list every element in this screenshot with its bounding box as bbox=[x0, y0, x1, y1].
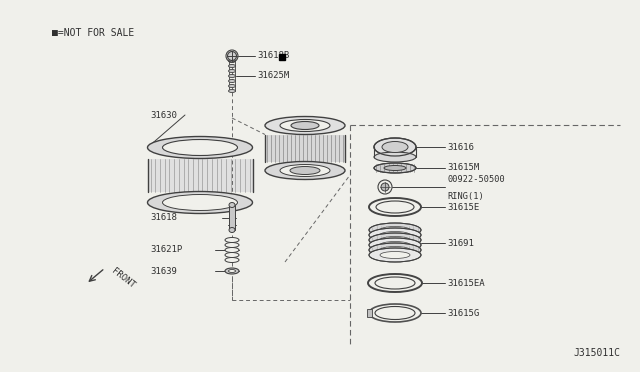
Ellipse shape bbox=[228, 80, 236, 83]
Ellipse shape bbox=[227, 51, 237, 61]
Ellipse shape bbox=[280, 119, 330, 131]
Ellipse shape bbox=[290, 167, 320, 174]
Text: 31615E: 31615E bbox=[447, 202, 479, 212]
Text: ■=NOT FOR SALE: ■=NOT FOR SALE bbox=[52, 28, 134, 38]
Ellipse shape bbox=[228, 90, 236, 93]
Ellipse shape bbox=[374, 152, 416, 162]
Ellipse shape bbox=[380, 237, 410, 244]
Ellipse shape bbox=[376, 201, 414, 213]
Ellipse shape bbox=[265, 116, 345, 135]
Ellipse shape bbox=[280, 164, 330, 176]
PathPatch shape bbox=[147, 158, 253, 192]
Ellipse shape bbox=[375, 307, 415, 320]
Ellipse shape bbox=[225, 247, 239, 253]
Ellipse shape bbox=[369, 248, 421, 262]
Ellipse shape bbox=[369, 233, 421, 247]
Text: FRONT: FRONT bbox=[110, 266, 137, 290]
Ellipse shape bbox=[380, 231, 410, 238]
Ellipse shape bbox=[384, 166, 406, 170]
Ellipse shape bbox=[225, 268, 239, 274]
Ellipse shape bbox=[382, 141, 408, 153]
Ellipse shape bbox=[225, 257, 239, 263]
Ellipse shape bbox=[369, 243, 421, 257]
Ellipse shape bbox=[368, 274, 422, 292]
Text: 31616: 31616 bbox=[447, 142, 474, 151]
Ellipse shape bbox=[369, 238, 421, 252]
Ellipse shape bbox=[228, 74, 236, 77]
Ellipse shape bbox=[225, 243, 239, 247]
Ellipse shape bbox=[228, 84, 236, 87]
Text: 00922-50500: 00922-50500 bbox=[447, 175, 505, 184]
Text: RING(1): RING(1) bbox=[447, 192, 484, 201]
Text: 31691: 31691 bbox=[447, 238, 474, 247]
Text: 31639: 31639 bbox=[150, 266, 177, 276]
Bar bbox=[367, 309, 372, 317]
Ellipse shape bbox=[369, 223, 421, 237]
Ellipse shape bbox=[369, 228, 421, 242]
Ellipse shape bbox=[147, 137, 253, 158]
Ellipse shape bbox=[381, 183, 389, 191]
Ellipse shape bbox=[375, 277, 415, 289]
Text: J315011C: J315011C bbox=[573, 348, 620, 358]
Ellipse shape bbox=[163, 195, 237, 211]
Text: 31615M: 31615M bbox=[447, 164, 479, 173]
Ellipse shape bbox=[374, 163, 416, 173]
Ellipse shape bbox=[163, 140, 237, 155]
Text: 31615G: 31615G bbox=[447, 308, 479, 317]
Text: 31615EA: 31615EA bbox=[447, 279, 484, 288]
PathPatch shape bbox=[265, 135, 345, 161]
Text: 31618B: 31618B bbox=[257, 51, 289, 61]
Ellipse shape bbox=[291, 122, 319, 129]
Ellipse shape bbox=[378, 180, 392, 194]
Bar bbox=[279, 54, 285, 60]
Ellipse shape bbox=[228, 70, 236, 73]
Text: 31621P: 31621P bbox=[150, 246, 182, 254]
Ellipse shape bbox=[228, 64, 236, 67]
Ellipse shape bbox=[380, 251, 410, 259]
Text: 31625M: 31625M bbox=[257, 71, 289, 80]
Ellipse shape bbox=[374, 138, 416, 156]
Ellipse shape bbox=[228, 60, 236, 62]
Ellipse shape bbox=[380, 247, 410, 253]
Ellipse shape bbox=[380, 241, 410, 248]
Bar bbox=[229, 205, 235, 230]
Ellipse shape bbox=[265, 161, 345, 180]
Ellipse shape bbox=[225, 253, 239, 257]
Ellipse shape bbox=[369, 304, 421, 322]
Ellipse shape bbox=[228, 269, 236, 273]
Text: 31630: 31630 bbox=[150, 110, 177, 119]
Ellipse shape bbox=[225, 237, 239, 243]
Ellipse shape bbox=[380, 227, 410, 234]
Ellipse shape bbox=[369, 198, 421, 216]
Ellipse shape bbox=[147, 192, 253, 214]
Ellipse shape bbox=[229, 202, 235, 208]
Text: 31618: 31618 bbox=[150, 213, 177, 222]
Ellipse shape bbox=[229, 228, 235, 232]
